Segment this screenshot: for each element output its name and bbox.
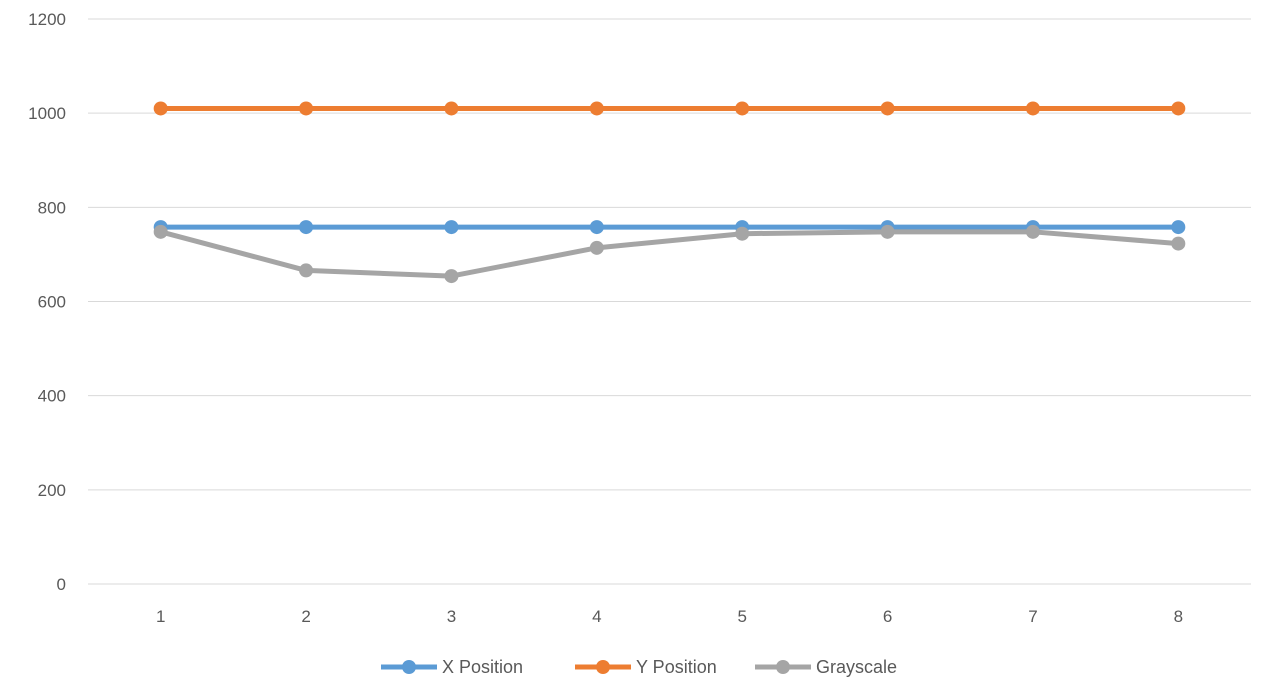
y-tick-label: 200 [38, 481, 66, 500]
x-tick-label: 2 [301, 607, 310, 626]
data-point [735, 101, 750, 116]
series-y-position [153, 101, 1186, 116]
series-grayscale [153, 224, 1186, 284]
x-tick-label: 8 [1174, 607, 1183, 626]
y-tick-label: 600 [38, 293, 66, 312]
data-point [589, 101, 604, 116]
data-point [444, 220, 459, 235]
data-point [153, 224, 168, 239]
legend-swatch-marker [402, 660, 416, 674]
x-tick-label: 4 [592, 607, 601, 626]
y-tick-label: 0 [57, 575, 66, 594]
y-axis-tick-labels: 0 200 400 600 800 1000 1200 [28, 10, 66, 594]
data-point [444, 269, 459, 284]
gridlines [88, 18, 1251, 585]
series-line [158, 229, 1181, 279]
data-point [299, 263, 314, 278]
y-tick-label: 1000 [28, 104, 66, 123]
legend-swatch-marker [776, 660, 790, 674]
y-tick-label: 400 [38, 387, 66, 406]
legend-label: X Position [442, 657, 523, 677]
legend: X Position Y Position Grayscale [381, 657, 897, 677]
x-tick-label: 3 [447, 607, 456, 626]
legend-label: Grayscale [816, 657, 897, 677]
x-tick-label: 7 [1028, 607, 1037, 626]
y-tick-label: 800 [38, 198, 66, 217]
data-point [153, 101, 168, 116]
data-point [1171, 236, 1186, 251]
x-axis-tick-labels: 1 2 3 4 5 6 7 8 [156, 607, 1183, 626]
data-point [735, 226, 750, 241]
x-tick-label: 1 [156, 607, 165, 626]
data-point [1025, 224, 1040, 239]
x-tick-label: 5 [737, 607, 746, 626]
data-point [299, 101, 314, 116]
data-point [589, 240, 604, 255]
legend-label: Y Position [636, 657, 717, 677]
y-tick-label: 1200 [28, 10, 66, 29]
legend-swatch-marker [596, 660, 610, 674]
data-point [1171, 101, 1186, 116]
data-point [299, 220, 314, 235]
legend-item-grayscale: Grayscale [755, 657, 897, 677]
data-point [1025, 101, 1040, 116]
data-point [880, 224, 895, 239]
data-point [444, 101, 459, 116]
data-point [880, 101, 895, 116]
legend-item-x-position: X Position [381, 657, 523, 677]
data-point [589, 220, 604, 235]
legend-item-y-position: Y Position [575, 657, 717, 677]
data-point [1171, 220, 1186, 235]
x-tick-label: 6 [883, 607, 892, 626]
series-group [153, 101, 1186, 284]
